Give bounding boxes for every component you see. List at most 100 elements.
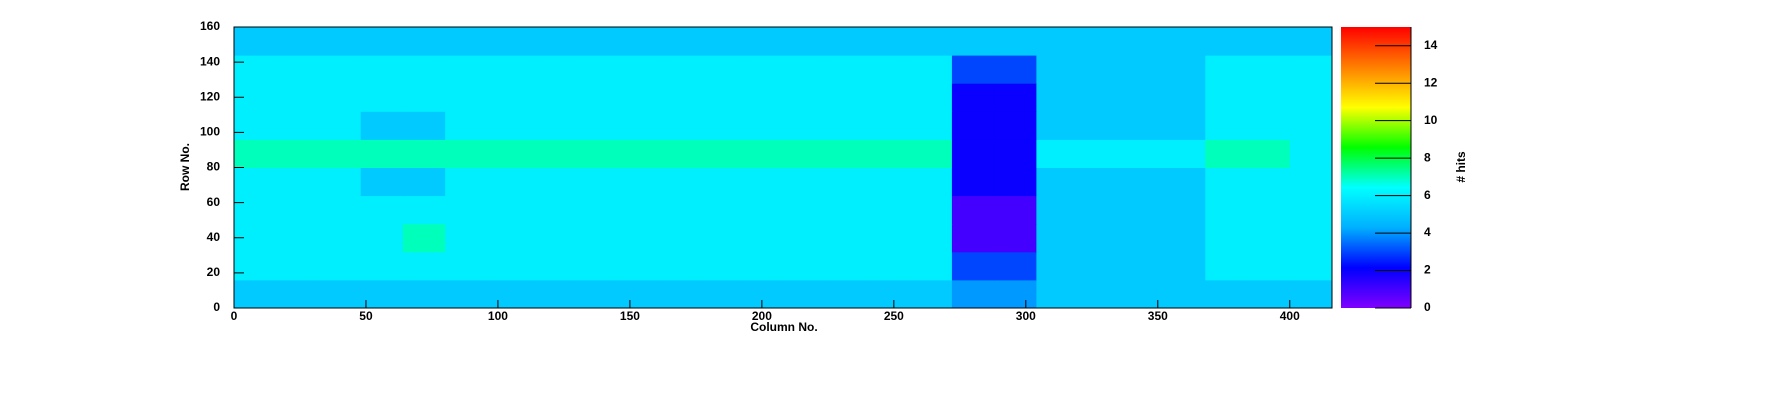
heat-cell — [1078, 139, 1122, 168]
heat-cell — [740, 139, 784, 168]
heat-cell — [909, 167, 953, 197]
heat-cell — [909, 27, 953, 56]
heat-cell — [402, 223, 446, 253]
heat-cell — [825, 55, 868, 84]
heat-cell — [571, 251, 615, 281]
heat-cell — [445, 139, 488, 168]
heat-cell — [698, 27, 742, 56]
heat-cell — [571, 83, 615, 112]
heat-cell — [1289, 139, 1333, 168]
heat-cell — [698, 111, 742, 140]
heat-cell — [614, 27, 657, 56]
z-tick-label: 6 — [1424, 188, 1431, 202]
heat-cell — [529, 251, 573, 281]
heat-cell — [867, 167, 911, 197]
heat-cell — [867, 251, 911, 281]
heat-cell — [402, 167, 446, 197]
heat-cell — [1247, 279, 1291, 309]
heat-cell — [487, 83, 531, 112]
heat-cell — [571, 279, 615, 309]
heat-cell — [867, 27, 911, 56]
heat-cell — [867, 55, 911, 84]
heat-cell — [1036, 279, 1080, 309]
heat-cell — [234, 279, 277, 309]
heat-cell — [656, 167, 700, 197]
heat-cell — [571, 195, 615, 225]
heat-cell — [445, 279, 488, 309]
z-tick-label: 8 — [1424, 150, 1431, 164]
heat-cell — [867, 83, 911, 112]
heat-cell — [234, 139, 277, 168]
x-tick-label: 300 — [1016, 309, 1036, 323]
heat-cell — [740, 83, 784, 112]
heat-cell — [825, 195, 868, 225]
heat-cell — [740, 223, 784, 253]
heat-cell — [318, 223, 362, 253]
heat-cell — [1163, 139, 1206, 168]
heat-cell — [1036, 55, 1080, 84]
heat-cell — [783, 27, 826, 56]
heat-cell — [487, 223, 531, 253]
heat-cell — [1247, 55, 1291, 84]
z-tick-label: 12 — [1424, 75, 1438, 89]
heat-cell — [1120, 279, 1164, 309]
heat-cell — [1205, 279, 1249, 309]
heat-cell — [614, 279, 657, 309]
y-tick-label: 60 — [207, 195, 221, 209]
y-tick-label: 140 — [200, 54, 220, 68]
heat-cell — [825, 279, 868, 309]
heat-cell — [614, 167, 657, 197]
heat-cell — [1036, 195, 1080, 225]
heat-cell — [994, 27, 1037, 56]
heat-cell — [1205, 55, 1249, 84]
heat-cell — [1289, 251, 1333, 281]
heat-cell — [1163, 27, 1206, 56]
heat-cell — [740, 195, 784, 225]
heat-cell — [276, 279, 319, 309]
heat-cell — [1078, 167, 1122, 197]
heat-cell — [1289, 223, 1333, 253]
heat-cell — [698, 223, 742, 253]
heat-cell — [656, 55, 700, 84]
heat-cell — [445, 83, 488, 112]
heat-cell — [656, 195, 700, 225]
heat-cell — [571, 111, 615, 140]
heat-cell — [1247, 111, 1291, 140]
heat-cell — [402, 251, 446, 281]
heat-cell — [234, 251, 277, 281]
heat-cell — [1247, 251, 1291, 281]
heat-cell — [1163, 167, 1206, 197]
heat-cell — [656, 139, 700, 168]
heat-cell — [1205, 223, 1249, 253]
heat-cell — [1163, 55, 1206, 84]
heat-cell — [951, 111, 995, 140]
heat-cell — [318, 55, 362, 84]
heat-cell — [909, 195, 953, 225]
y-tick-label: 40 — [207, 230, 221, 244]
heat-cell — [1036, 167, 1080, 197]
heat-cell — [740, 167, 784, 197]
heat-cell — [1205, 83, 1249, 112]
heat-cell — [909, 83, 953, 112]
heat-cell — [1289, 27, 1333, 56]
heat-cell — [1036, 251, 1080, 281]
heat-cell — [909, 223, 953, 253]
heat-cell — [994, 223, 1037, 253]
heat-cell — [951, 27, 995, 56]
heat-cell — [994, 167, 1037, 197]
heat-cell — [276, 83, 319, 112]
heat-cell — [1163, 195, 1206, 225]
heat-cell — [234, 27, 277, 56]
heat-cell — [614, 139, 657, 168]
heat-cell — [951, 195, 995, 225]
heat-cell — [698, 139, 742, 168]
heat-cell — [909, 139, 953, 168]
heat-cell — [1120, 167, 1164, 197]
heat-cell — [360, 223, 404, 253]
heat-cell — [1120, 223, 1164, 253]
heat-cell — [276, 111, 319, 140]
heat-cell — [234, 111, 277, 140]
heat-cell — [951, 139, 995, 168]
